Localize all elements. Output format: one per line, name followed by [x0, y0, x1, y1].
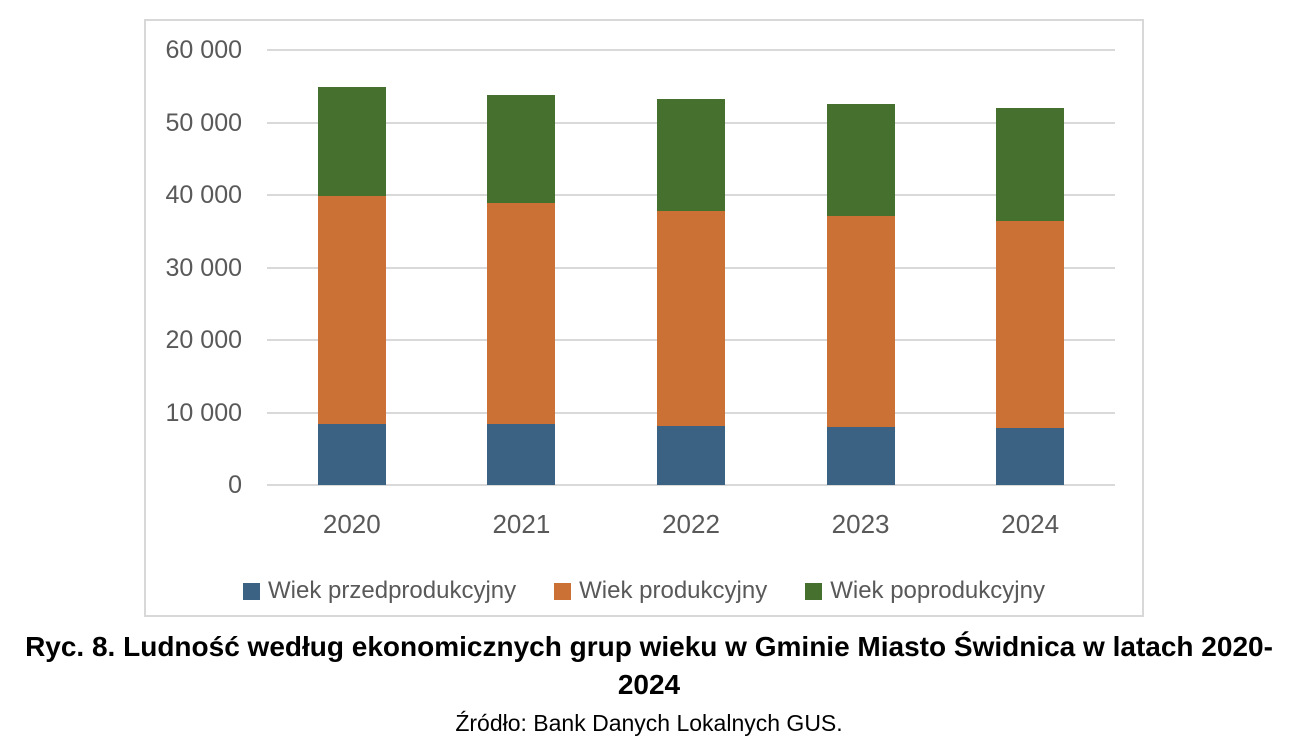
x-axis-tick-label: 2021	[492, 509, 551, 539]
bar-segment-2023-s2	[826, 103, 895, 217]
bar-segment-2020-s1	[317, 196, 386, 425]
y-axis-tick-label: 20 000	[165, 326, 242, 354]
bar-segment-2021-s2	[487, 94, 556, 204]
legend-swatch-icon	[554, 582, 572, 600]
gridline	[267, 49, 1115, 51]
y-axis-tick-label: 10 000	[165, 398, 242, 427]
legend-label: Wiek przedprodukcyjny	[268, 577, 517, 604]
bar-segment-2024-s1	[996, 221, 1065, 429]
chart-frame: 0 10 000 20 000 30 000 40 000 50 000 60 000 20…	[144, 19, 1144, 617]
legend-swatch-icon	[243, 582, 261, 600]
gridline	[267, 484, 1115, 486]
bar-segment-2021-s1	[487, 203, 556, 425]
x-axis-tick-label: 2023	[831, 509, 890, 539]
bar-segment-2022-s2	[657, 99, 725, 211]
x-axis-tick-label: 2020	[322, 509, 381, 539]
bar-segment-2021-s0	[487, 424, 556, 485]
bar-segment-2023-s1	[826, 216, 895, 427]
y-axis-tick-label: 40 000	[165, 181, 242, 209]
bar-segment-2023-s0	[826, 427, 895, 485]
y-axis-tick-label: 50 000	[165, 108, 242, 137]
figure-source: Źródło: Bank Danych Lokalnych GUS.	[455, 710, 843, 736]
legend: Wiek przedprodukcyjny Wiek produkcyjny Wie…	[146, 577, 1142, 605]
legend-swatch-icon	[805, 582, 823, 600]
x-axis-tick-label: 2024	[1001, 509, 1060, 539]
legend-item: Wiek przedprodukcyjny	[243, 577, 516, 605]
legend-item: Wiek poprodukcyjny	[805, 577, 1045, 605]
bar-segment-2024-s2	[996, 108, 1065, 222]
y-axis-tick-label: 30 000	[165, 253, 242, 282]
legend-item: Wiek produkcyjny	[554, 577, 767, 605]
bar-segment-2020-s2	[317, 86, 386, 197]
y-axis-tick-label: 60 000	[165, 36, 242, 64]
legend-label: Wiek produkcyjny	[579, 577, 768, 604]
figure-caption: Ryc. 8. Ludność według ekonomicznych gru…	[25, 631, 1273, 700]
x-axis-tick-label: 2022	[662, 509, 720, 539]
bar-segment-2022-s1	[657, 210, 725, 426]
legend-label: Wiek poprodukcyjny	[830, 577, 1045, 604]
bar-segment-2020-s0	[317, 424, 386, 485]
y-axis-tick-label: 0	[228, 471, 242, 499]
bar-segment-2024-s0	[996, 428, 1065, 485]
bar-segment-2022-s0	[657, 425, 725, 485]
